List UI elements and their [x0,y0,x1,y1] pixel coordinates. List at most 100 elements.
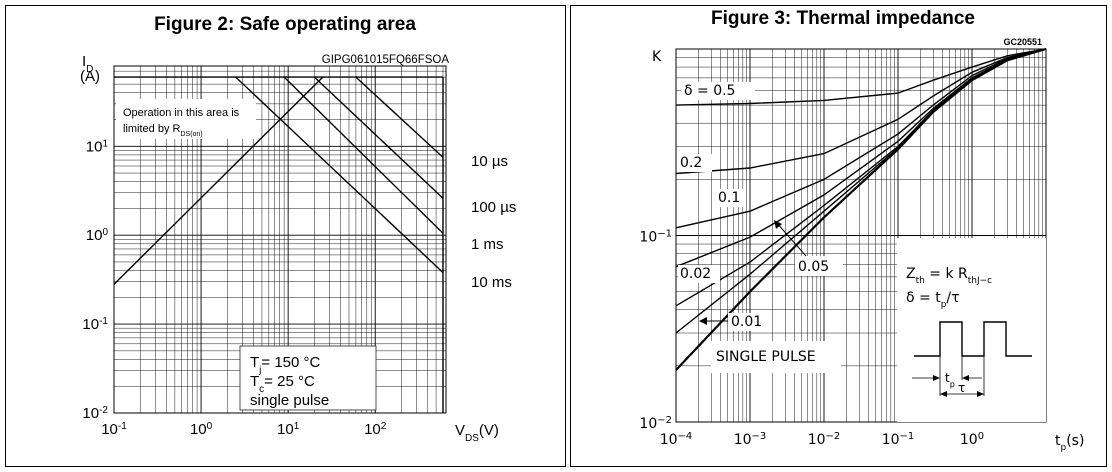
figure2-annotation-box [116,99,256,139]
figure3-y-tick-1: 10−1 [639,228,672,246]
figure3-y-tick-1-part: −1 [657,228,672,239]
figure2-x-tick-3: 102 [364,421,387,439]
figure3-x-tick-4-part: 0 [978,431,984,442]
figure2-legend-item-2: single pulse [250,392,329,409]
figure2-x-tick-3-part: 10 [364,421,381,438]
figure3-series-3-label: 0.05 [798,259,829,275]
figure2-x-tick-2: 101 [277,421,300,439]
figure3-y-tick-1-part: 10 [639,230,657,246]
figure3-series-4-label-bg [678,265,720,283]
figure3-series-5-label: 0.01 [731,314,762,330]
figure3-x-tick-0: 10−4 [660,431,693,449]
figure2-y-tick-0-part: 10 [82,405,99,422]
figure2-annotation-line2-part: limited by R [123,123,181,135]
figure2-legend-item-1-part: c [259,384,264,395]
figure3-x-tick-2-part: −2 [826,431,841,442]
figure3-x-tick-1: 10−3 [734,431,767,449]
figure2-legend-box [239,345,377,411]
figure3-pulse-tp-label: tp [945,371,955,389]
figure2-series-2-line [283,76,444,234]
figure2-code: GIPG061015FQ66FSOA [322,54,450,66]
figure3-series-6-line [675,47,1047,371]
figure2-x-tick-1-part: 10 [190,421,207,438]
figure2-x-tick-3-part: 2 [381,421,387,432]
figure3-formula-box [897,238,1046,422]
figure2-x-tick-0: 10-1 [101,421,127,439]
figure2-x-axis-label: VDS(V) [455,422,499,444]
figure3-formula-delta-part: p [941,300,947,310]
figure3-frame [570,5,1107,467]
figure2-series-0-label: 10 µs [471,153,508,170]
figure3-tp-arrowhead-right [962,375,969,381]
figure2-y-tick-0: 10-2 [82,405,108,423]
figure2-y-axis-label-part: I [82,53,86,70]
figure3-tp-arrowhead-left [933,375,940,381]
figure2-x-tick-2-part: 1 [294,421,300,432]
figure2-y-tick-3-part: 10 [86,138,103,155]
figure3-series-5-label-bg [728,313,770,331]
figure3-label-box-005 [795,256,843,276]
figure2-y-axis-label-part: D [86,64,93,75]
figure3-x-tick-3-part: −1 [900,431,915,442]
figure2-x-axis-label-part: (V) [479,422,499,439]
figure3-formula-zth: Zth = k RthJ−c [906,266,992,286]
figure2-y-axis-label: ID [82,53,93,75]
figure3-x-axis-label-part: (s) [1066,433,1084,449]
figure3-series-1-line [675,48,1047,175]
figure2-legend-item-0-part: j [258,365,261,376]
figure3-x-tick-0-part: −4 [678,431,693,442]
figure3-x-tick-3-part: 10 [882,432,900,448]
figure2-annotation-line2-part: DS(on) [180,131,202,138]
figure2-x-axis-label-part: V [455,422,465,439]
figure3-x-axis-label-part: p [1061,443,1067,453]
figure2-x-tick-1: 100 [190,421,213,439]
figure2-x-tick-2-part: 10 [277,421,294,438]
figure2-y-tick-3-part: 1 [102,138,108,149]
figure3-y-tick-0-part: 10 [639,416,657,432]
figure2-y-tick-0-part: -2 [99,405,108,416]
figure2-series-1-label: 100 µs [471,199,516,216]
figure3-x-tick-0-part: 10 [660,432,678,448]
figure2-series-3-line [235,76,444,274]
figure3-series-2-line [675,48,1047,229]
figure3-code: GC20551 [1003,37,1042,47]
figure3-series-0-line [675,48,1047,106]
figure2-rds-limit-line [113,76,324,285]
figure2-legend-item-2-part: single pulse [250,392,329,409]
figure2-plot-area [113,65,447,414]
figure3-series-2-label: 0.1 [718,190,740,206]
figure3-plot-area [675,48,1047,423]
figure3-x-tick-4: 100 [960,431,984,449]
figure3-x-tick-2-part: 10 [808,432,826,448]
figure2-y-tick-2: 100 [86,227,109,245]
figure3-formula-zth-part: th [916,276,925,286]
figure3-arrow-005 [775,221,807,257]
figure3-series-6-label: SINGLE PULSE [716,349,816,365]
figure2-series-1-line [313,76,444,199]
figure3-series-2-label-bg [715,189,745,207]
figure3-formula-zth-part: = k R [925,266,968,282]
figure3-x-tick-1-part: −3 [752,431,767,442]
figure2-frame [5,5,566,467]
figure2-x-axis-label-part: DS [465,433,479,444]
figure2-annotation-line2: limited by RDS(on) [123,123,203,138]
figure3-formula-delta: δ = tp/τ [906,290,960,310]
figure3-arrowhead-001 [699,317,707,325]
figure2-x-tick-0-part: -1 [118,421,127,432]
figure2-legend-item-1-part: = 25 °C [264,373,315,390]
figure2-legend-item-1: Tc= 25 °C [250,373,315,395]
figure2-legend-item-1-part: T [250,373,259,390]
figure3-x-axis-label-part: t [1055,433,1061,449]
figure3-x-axis-label: tp(s) [1055,433,1084,453]
figure3-pulse-tp-label-part: t [945,371,950,385]
figure2-series-2-label: 1 ms [471,236,504,253]
figure3-formula-zth-part: Z [906,266,916,282]
figure2-y-tick-2-part: 0 [102,227,108,238]
figure3-title: Figure 3: Thermal impedance [711,8,975,29]
figure3-single-pulse-box [711,341,841,373]
figure3-pulse-train [914,321,1032,357]
figure3-x-tick-2: 10−2 [808,431,841,449]
figure3-x-tick-4-part: 10 [960,432,978,448]
